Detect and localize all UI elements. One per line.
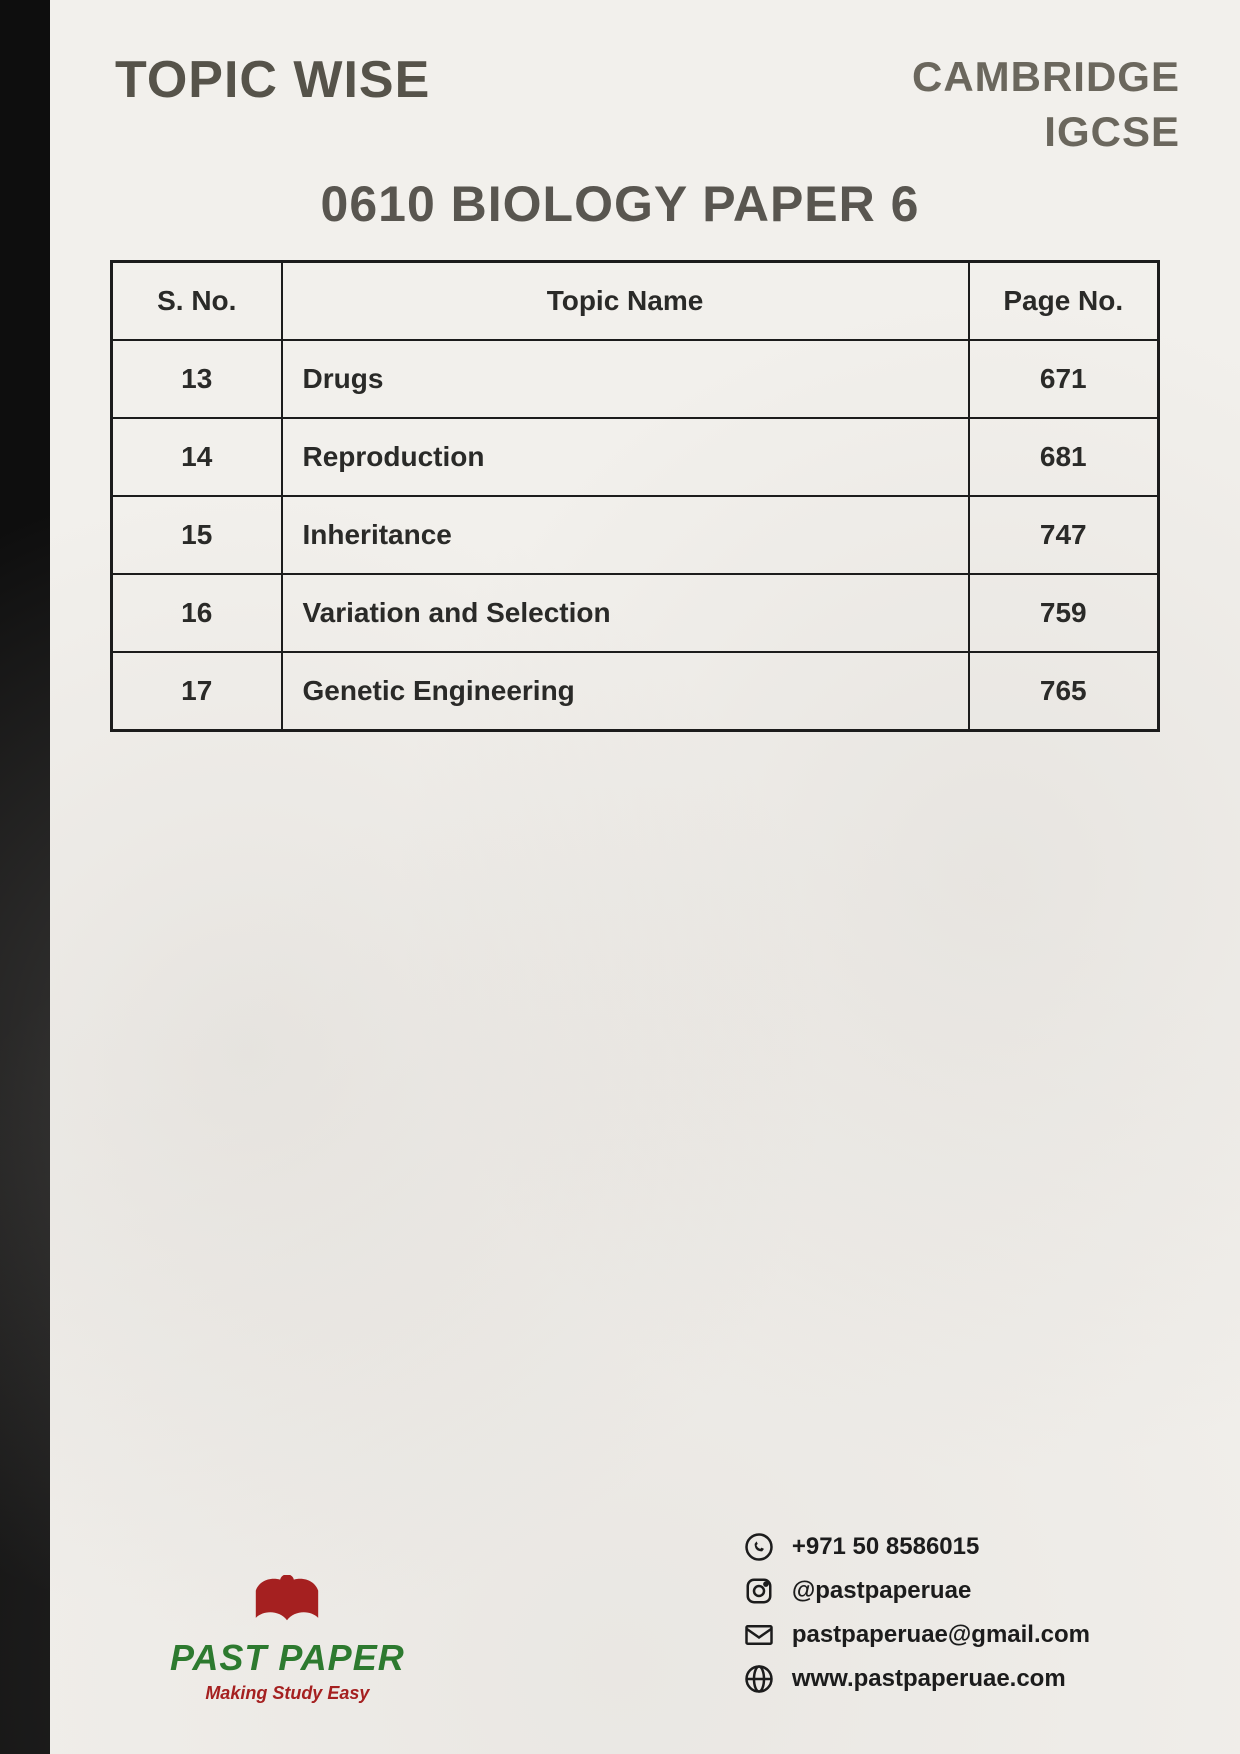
globe-icon [744, 1664, 774, 1694]
topic-wise-heading: TOPIC WISE [115, 50, 430, 110]
cell-topic: Genetic Engineering [282, 652, 969, 731]
paper-title: 0610 BIOLOGY PAPER 6 [0, 175, 1240, 233]
contact-website-value: www.pastpaperuae.com [792, 1665, 1066, 1693]
cell-sno: 14 [112, 418, 282, 496]
instagram-icon [744, 1576, 774, 1606]
contacts-block: +971 50 8586015 @pastpaperuae pastpaperu… [744, 1532, 1090, 1694]
contact-whatsapp-value: +971 50 8586015 [792, 1533, 980, 1561]
contact-instagram-value: @pastpaperuae [792, 1577, 971, 1605]
table-row: 14Reproduction681 [112, 418, 1159, 496]
table-row: 13Drugs671 [112, 340, 1159, 418]
cell-sno: 15 [112, 496, 282, 574]
logo-text-value: PAST PAPER [170, 1637, 405, 1678]
cell-page: 671 [969, 340, 1159, 418]
table-header-row: S. No. Topic Name Page No. [112, 262, 1159, 341]
cell-topic: Drugs [282, 340, 969, 418]
cell-page: 765 [969, 652, 1159, 731]
cell-sno: 16 [112, 574, 282, 652]
table-row: 16Variation and Selection759 [112, 574, 1159, 652]
logo-tagline: Making Study Easy [205, 1683, 369, 1704]
contact-email: pastpaperuae@gmail.com [744, 1620, 1090, 1650]
cell-topic: Inheritance [282, 496, 969, 574]
logo-text: PAST PAPER [170, 1637, 405, 1679]
contact-email-value: pastpaperuae@gmail.com [792, 1621, 1090, 1649]
exam-board-line1: CAMBRIDGE [912, 50, 1180, 105]
topic-table: S. No. Topic Name Page No. 13Drugs67114R… [110, 260, 1160, 732]
col-header-sno: S. No. [112, 262, 282, 341]
email-icon [744, 1620, 774, 1650]
contact-website: www.pastpaperuae.com [744, 1664, 1090, 1694]
contact-instagram: @pastpaperuae [744, 1576, 1090, 1606]
cell-sno: 13 [112, 340, 282, 418]
whatsapp-icon [744, 1532, 774, 1562]
logo-block: PAST PAPER Making Study Easy [170, 1575, 405, 1704]
left-sidebar-strip [0, 0, 50, 1754]
table-row: 17Genetic Engineering765 [112, 652, 1159, 731]
cell-page: 747 [969, 496, 1159, 574]
header: TOPIC WISE CAMBRIDGE IGCSE [80, 50, 1180, 159]
table-row: 15Inheritance747 [112, 496, 1159, 574]
exam-board-line2: IGCSE [912, 105, 1180, 160]
footer: PAST PAPER Making Study Easy +971 50 858… [110, 1532, 1180, 1704]
logo-book-icon [248, 1575, 326, 1633]
cell-sno: 17 [112, 652, 282, 731]
cell-page: 759 [969, 574, 1159, 652]
cell-page: 681 [969, 418, 1159, 496]
col-header-page: Page No. [969, 262, 1159, 341]
cell-topic: Reproduction [282, 418, 969, 496]
contact-whatsapp: +971 50 8586015 [744, 1532, 1090, 1562]
col-header-topic: Topic Name [282, 262, 969, 341]
exam-board-block: CAMBRIDGE IGCSE [912, 50, 1180, 159]
cell-topic: Variation and Selection [282, 574, 969, 652]
